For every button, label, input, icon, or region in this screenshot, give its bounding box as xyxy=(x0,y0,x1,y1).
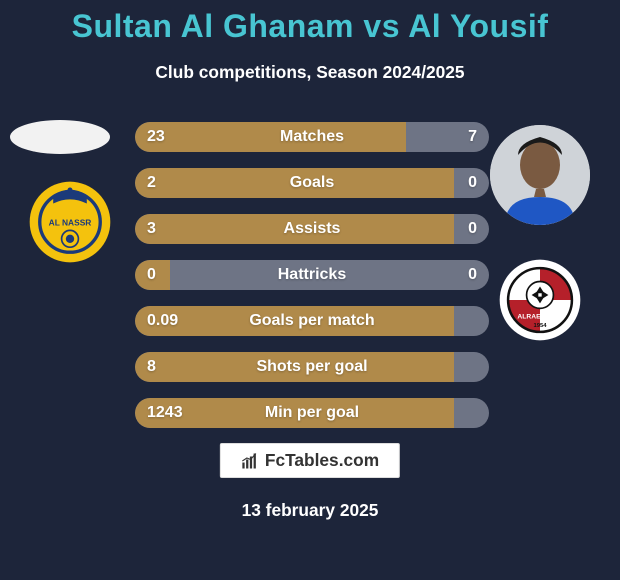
svg-text:ALRAED S.FC: ALRAED S.FC xyxy=(517,313,562,320)
stat-metric-label: Matches xyxy=(135,122,489,152)
svg-text:AL NASSR: AL NASSR xyxy=(49,217,92,227)
player-left-avatar xyxy=(10,120,110,154)
crest-right-svg: ALRAED S.FC 1954 xyxy=(498,258,582,342)
stat-metric-label: Shots per goal xyxy=(135,352,489,382)
stat-right-value: 7 xyxy=(468,122,477,152)
watermark-text: FcTables.com xyxy=(265,450,379,471)
stat-row: 8Shots per goal xyxy=(135,352,489,382)
stat-metric-label: Hattricks xyxy=(135,260,489,290)
footer-date: 13 february 2025 xyxy=(0,500,620,521)
comparison-infographic: Sultan Al Ghanam vs Al Yousif Club compe… xyxy=(0,0,620,580)
stat-row: 0Hattricks0 xyxy=(135,260,489,290)
player-right-avatar xyxy=(490,125,590,225)
club-crest-right: ALRAED S.FC 1954 xyxy=(498,258,582,342)
watermark-badge: FcTables.com xyxy=(220,443,400,478)
page-title: Sultan Al Ghanam vs Al Yousif xyxy=(0,8,620,45)
stat-row: 3Assists0 xyxy=(135,214,489,244)
page-subtitle: Club competitions, Season 2024/2025 xyxy=(0,62,620,83)
chart-icon xyxy=(241,452,259,470)
svg-text:1954: 1954 xyxy=(533,323,547,329)
crest-left-svg: AL NASSR xyxy=(28,180,112,264)
stat-metric-label: Min per goal xyxy=(135,398,489,428)
club-crest-left: AL NASSR xyxy=(28,180,112,264)
stat-bars: 23Matches72Goals03Assists00Hattricks00.0… xyxy=(135,122,489,444)
stat-metric-label: Goals per match xyxy=(135,306,489,336)
stat-row: 0.09Goals per match xyxy=(135,306,489,336)
stat-row: 23Matches7 xyxy=(135,122,489,152)
stat-right-value: 0 xyxy=(468,168,477,198)
stat-row: 2Goals0 xyxy=(135,168,489,198)
stat-right-value: 0 xyxy=(468,260,477,290)
stat-row: 1243Min per goal xyxy=(135,398,489,428)
stat-metric-label: Goals xyxy=(135,168,489,198)
stat-metric-label: Assists xyxy=(135,214,489,244)
player-right-svg xyxy=(490,125,590,225)
stat-right-value: 0 xyxy=(468,214,477,244)
